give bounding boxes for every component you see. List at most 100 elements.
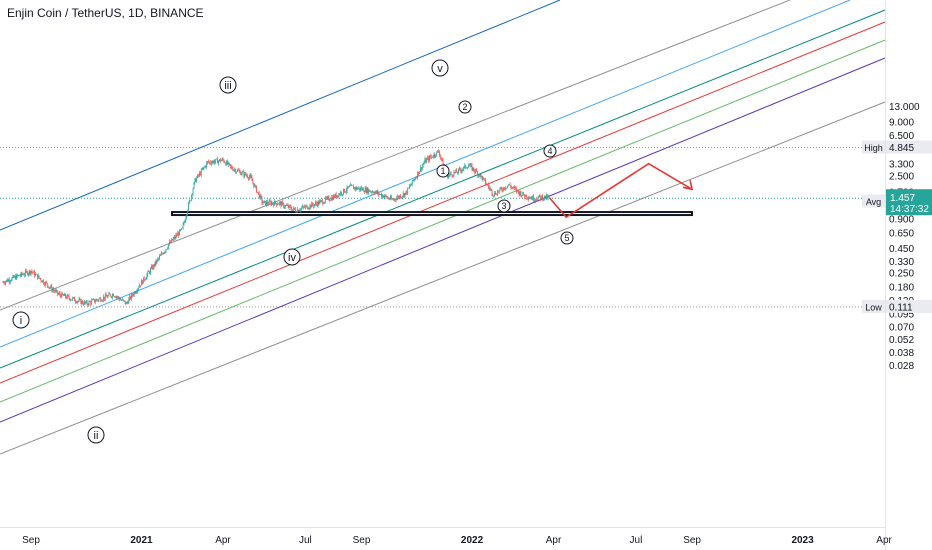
- price-tag-high: High: [864, 143, 883, 153]
- candle-body: [25, 270, 26, 275]
- x-tick-label: 2023: [791, 535, 814, 546]
- candle-body: [87, 304, 89, 305]
- candle-body: [24, 274, 26, 276]
- candle-body: [515, 187, 516, 189]
- candle-body: [16, 274, 17, 280]
- candle-body: [204, 166, 206, 168]
- candle-body: [47, 285, 49, 288]
- candle-body: [190, 195, 192, 201]
- candle-body: [391, 196, 392, 200]
- candle-body: [329, 200, 331, 202]
- current-price-badge: [886, 189, 932, 216]
- candle-body: [373, 192, 375, 194]
- candle-body: [489, 188, 491, 190]
- candle-body: [53, 289, 54, 291]
- candle-body: [106, 296, 108, 298]
- candle-body: [352, 185, 353, 187]
- candle-body: [274, 201, 275, 206]
- candle-body: [301, 207, 303, 209]
- candle-body: [304, 206, 305, 208]
- candle-body: [13, 275, 15, 278]
- candle-body: [209, 161, 211, 164]
- candle-body: [83, 303, 84, 305]
- candle-body: [423, 162, 425, 165]
- candle-body: [299, 210, 301, 212]
- candle-body: [129, 296, 131, 299]
- candle-body: [280, 202, 282, 207]
- candle-body: [269, 200, 271, 202]
- x-tick-label: Sep: [683, 535, 701, 546]
- candle-body: [323, 203, 324, 204]
- wave-label-i: i: [20, 315, 22, 327]
- candle-body: [46, 282, 47, 284]
- candle-body: [232, 168, 234, 171]
- candle-body: [310, 204, 312, 208]
- candle-body: [500, 187, 502, 189]
- candle-body: [203, 167, 205, 168]
- candle-body: [172, 238, 174, 241]
- x-tick-label: 2022: [461, 535, 484, 546]
- candle-body: [268, 200, 270, 205]
- candle-body: [117, 296, 119, 298]
- candle-body: [458, 168, 460, 170]
- candle-body: [273, 203, 275, 206]
- candle-body: [533, 196, 534, 201]
- candle-body: [410, 185, 411, 187]
- candle-body: [321, 200, 323, 202]
- wave-label-ii: ii: [94, 430, 99, 442]
- candle-body: [389, 198, 390, 200]
- candle-body: [12, 275, 14, 278]
- candle-body: [439, 152, 440, 156]
- candle-body: [123, 299, 124, 301]
- candle-body: [80, 299, 82, 304]
- candle-body: [499, 187, 501, 190]
- candle-body: [188, 203, 189, 211]
- candle-body: [442, 158, 444, 166]
- candle-body: [71, 299, 73, 301]
- candle-body: [513, 187, 515, 188]
- candle-body: [39, 277, 41, 279]
- candle-body: [60, 295, 62, 298]
- candle-body: [314, 204, 315, 207]
- candle-body: [510, 186, 512, 188]
- candle-body: [72, 297, 74, 300]
- candle-body: [420, 167, 422, 170]
- candle-body: [109, 293, 111, 295]
- candle-body: [383, 196, 385, 198]
- price-tag-label-bg: [862, 194, 885, 208]
- candle-body: [316, 203, 318, 206]
- candle-body: [265, 200, 266, 206]
- candle-body: [160, 255, 161, 257]
- candle-body: [252, 180, 254, 183]
- wave-label-iv: iv: [288, 252, 296, 264]
- channel-line-6: [0, 39, 886, 403]
- candle-body: [359, 187, 361, 191]
- candle-body: [179, 229, 180, 236]
- candle-body: [8, 279, 9, 282]
- candle-body: [353, 187, 355, 189]
- candle-body: [195, 178, 197, 182]
- candle-body: [464, 165, 466, 167]
- candle-body: [257, 191, 259, 193]
- candle-body: [267, 203, 269, 205]
- candle-body: [89, 301, 91, 303]
- candle-body: [224, 162, 226, 163]
- price-tag-value: 4.845: [889, 143, 914, 154]
- candle-body: [228, 162, 230, 164]
- candle-body: [84, 301, 85, 305]
- candle-body: [52, 289, 54, 291]
- candle-body: [139, 285, 141, 288]
- candle-body: [527, 198, 529, 199]
- candle-body: [228, 162, 229, 165]
- candle-body: [81, 300, 83, 304]
- candle-body: [158, 258, 160, 259]
- y-tick-label: 13.000: [889, 102, 920, 113]
- candle-body: [504, 187, 505, 190]
- y-tick-label: 0.038: [889, 348, 914, 359]
- candle-body: [186, 214, 188, 218]
- candle-body: [382, 195, 384, 198]
- candle-body: [290, 206, 292, 209]
- candle-body: [339, 193, 341, 195]
- candle-body: [337, 195, 339, 197]
